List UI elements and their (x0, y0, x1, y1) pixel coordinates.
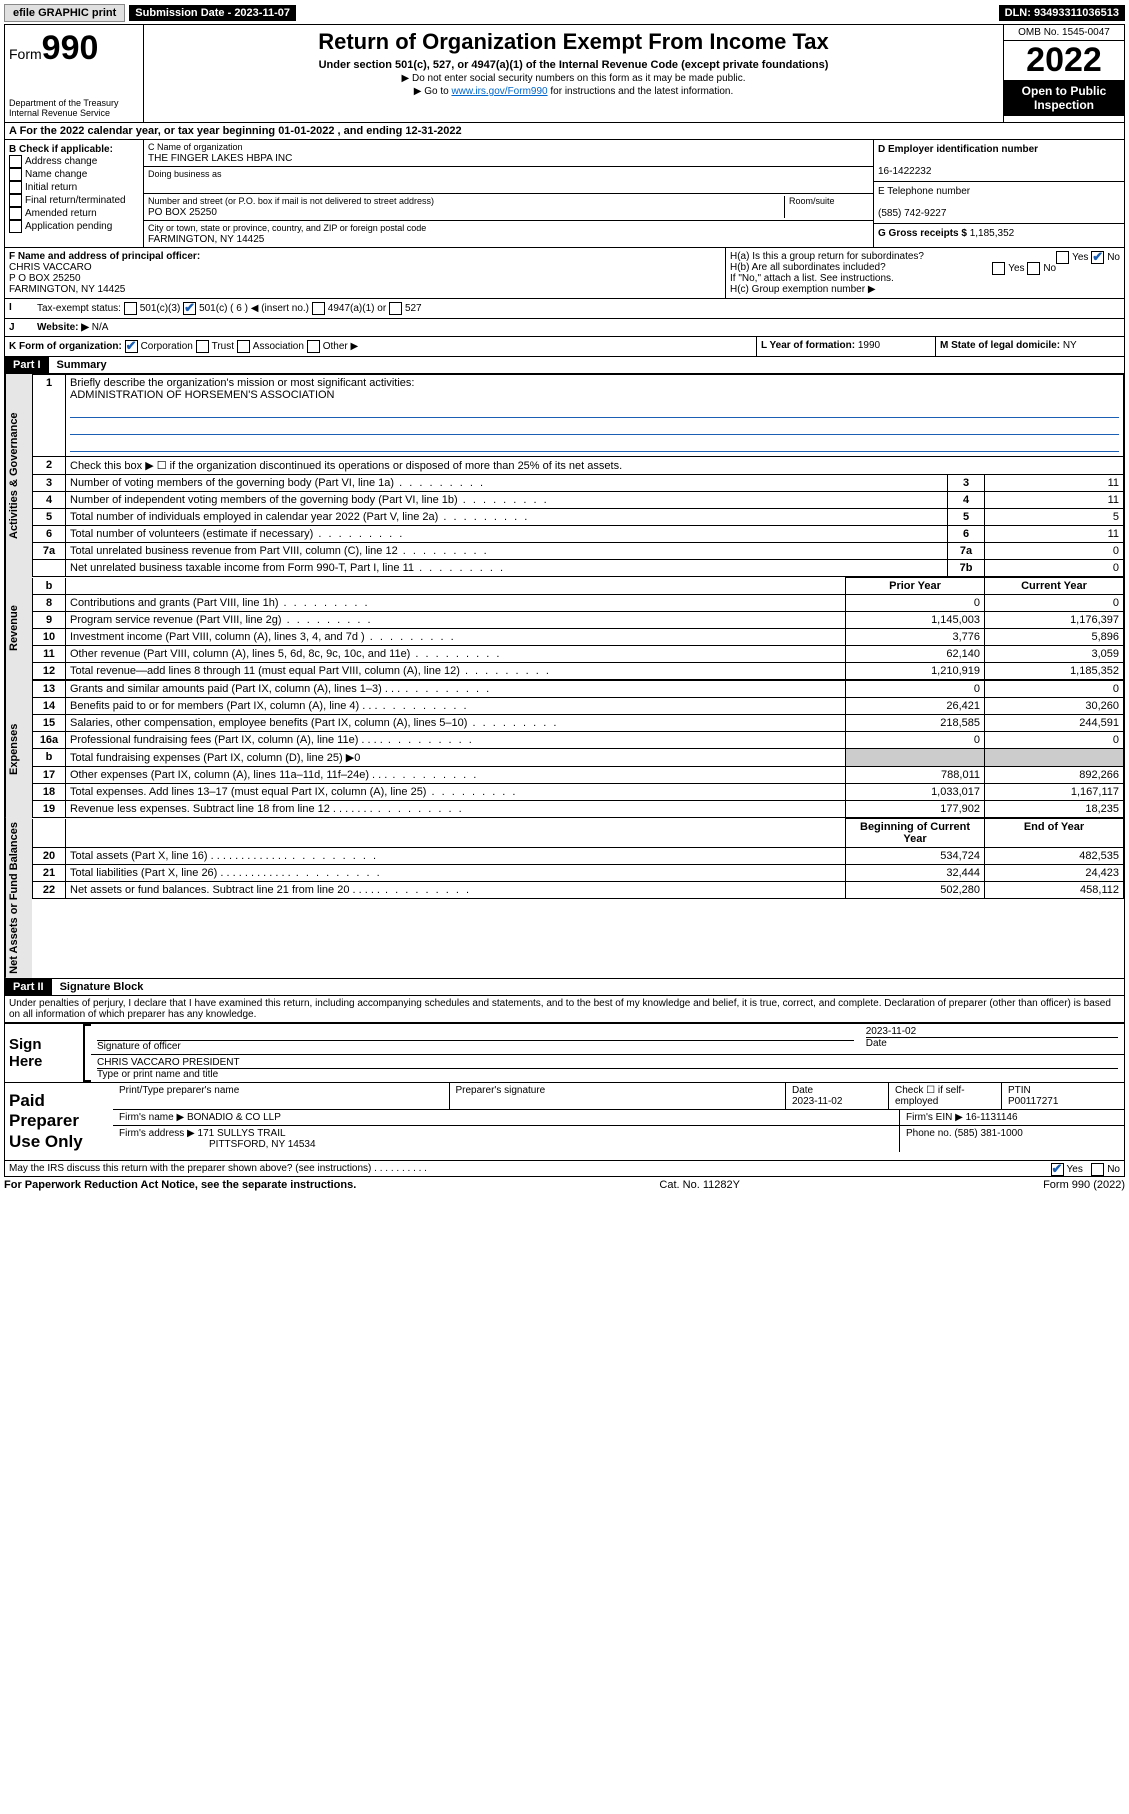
gross-receipts: 1,185,352 (970, 228, 1015, 239)
table-row: 7aTotal unrelated business revenue from … (33, 543, 1124, 560)
table-row: 17Other expenses (Part IX, column (A), l… (33, 767, 1124, 784)
identity-block: B Check if applicable: Address changeNam… (4, 140, 1125, 248)
box-d-e-g: D Employer identification number 16-1422… (873, 140, 1124, 247)
form-subtitle: Under section 501(c), 527, or 4947(a)(1)… (148, 59, 999, 71)
table-row: 10Investment income (Part VIII, column (… (33, 629, 1124, 646)
table-row: Net unrelated business taxable income fr… (33, 560, 1124, 577)
submission-date-label: Submission Date - 2023-11-07 (129, 5, 296, 21)
phone-value: (585) 742-9227 (878, 208, 946, 219)
checkbox-option[interactable]: Final return/terminated (9, 194, 139, 207)
ein-value: 16-1422232 (878, 166, 931, 177)
form-org-option[interactable]: Other ▶ (307, 341, 358, 352)
org-address: PO BOX 25250 (148, 207, 217, 218)
mission-text: ADMINISTRATION OF HORSEMEN'S ASSOCIATION (70, 389, 335, 401)
efile-button[interactable]: efile GRAPHIC print (4, 4, 125, 22)
signature-block: Sign Here Signature of officer 2023-11-0… (4, 1023, 1125, 1083)
paid-preparer-block: Paid Preparer Use Only Print/Type prepar… (4, 1083, 1125, 1161)
page-footer: For Paperwork Reduction Act Notice, see … (4, 1177, 1125, 1193)
discuss-row: May the IRS discuss this return with the… (4, 1161, 1125, 1177)
vert-label-revenue: Revenue (5, 577, 32, 680)
officer-name-title: CHRIS VACCARO PRESIDENT (97, 1057, 240, 1068)
org-city: FARMINGTON, NY 14425 (148, 234, 264, 245)
open-public-badge: Open to Public Inspection (1004, 80, 1124, 116)
table-row: 21Total liabilities (Part X, line 26) . … (33, 865, 1124, 882)
dln-label: DLN: 93493311036513 (999, 5, 1125, 21)
tax-year: 2022 (1004, 41, 1124, 80)
top-toolbar: efile GRAPHIC print Submission Date - 20… (4, 4, 1125, 22)
part1-header: Part I Summary (4, 357, 1125, 374)
table-row: 11Other revenue (Part VIII, column (A), … (33, 646, 1124, 663)
table-row: 8Contributions and grants (Part VIII, li… (33, 595, 1124, 612)
table-row: 20Total assets (Part X, line 16) . . . .… (33, 848, 1124, 865)
website-row: J Website: ▶ N/A (4, 319, 1125, 337)
table-row: 3Number of voting members of the governi… (33, 475, 1124, 492)
penalties-text: Under penalties of perjury, I declare th… (4, 996, 1125, 1023)
form-number: Form990 (9, 29, 139, 68)
table-row: 13Grants and similar amounts paid (Part … (33, 681, 1124, 698)
table-row: 6Total number of volunteers (estimate if… (33, 526, 1124, 543)
table-row: 18Total expenses. Add lines 13–17 (must … (33, 784, 1124, 801)
checkbox-option[interactable]: Address change (9, 155, 139, 168)
box-c: C Name of organization THE FINGER LAKES … (144, 140, 873, 247)
sign-date: 2023-11-02 (866, 1026, 916, 1037)
vert-label-governance: Activities & Governance (5, 374, 32, 577)
ptin-value: P00117271 (1008, 1096, 1058, 1107)
form-header: Form990 Department of the Treasury Inter… (4, 24, 1125, 123)
form-note1: ▶ Do not enter social security numbers o… (148, 73, 999, 84)
table-row: 19Revenue less expenses. Subtract line 1… (33, 801, 1124, 818)
section-expenses: Expenses 13Grants and similar amounts pa… (4, 680, 1125, 818)
vert-label-expenses: Expenses (5, 680, 32, 818)
checkbox-option[interactable]: Name change (9, 168, 139, 181)
form-org-option[interactable]: Association (237, 341, 307, 352)
table-row: bTotal fundraising expenses (Part IX, co… (33, 749, 1124, 767)
form-org-option[interactable]: Trust (196, 341, 237, 352)
tax-year-range: A For the 2022 calendar year, or tax yea… (4, 123, 1125, 140)
table-row: 22Net assets or fund balances. Subtract … (33, 882, 1124, 899)
org-name: THE FINGER LAKES HBPA INC (148, 153, 292, 164)
table-row: 14Benefits paid to or for members (Part … (33, 698, 1124, 715)
form-org-row: K Form of organization: Corporation Trus… (4, 337, 1125, 357)
irs-link[interactable]: www.irs.gov/Form990 (451, 86, 547, 97)
form-note2: ▶ Go to www.irs.gov/Form990 for instruct… (148, 86, 999, 97)
firm-name: BONADIO & CO LLP (187, 1112, 281, 1123)
section-governance: Activities & Governance 1 Briefly descri… (4, 374, 1125, 577)
dept-label: Department of the Treasury Internal Reve… (9, 98, 139, 118)
table-row: 9Program service revenue (Part VIII, lin… (33, 612, 1124, 629)
section-netassets: Net Assets or Fund Balances Beginning of… (4, 818, 1125, 979)
box-b: B Check if applicable: Address changeNam… (5, 140, 144, 247)
section-revenue: Revenue b Prior Year Current Year 8Contr… (4, 577, 1125, 680)
table-row: 15Salaries, other compensation, employee… (33, 715, 1124, 732)
checkbox-option[interactable]: Initial return (9, 181, 139, 194)
table-row: 16aProfessional fundraising fees (Part I… (33, 732, 1124, 749)
table-row: 4Number of independent voting members of… (33, 492, 1124, 509)
tax-exempt-row: I Tax-exempt status: 501(c)(3) 501(c) ( … (4, 299, 1125, 319)
part2-header: Part II Signature Block (4, 979, 1125, 996)
table-row: 12Total revenue—add lines 8 through 11 (… (33, 663, 1124, 680)
vert-label-netassets: Net Assets or Fund Balances (5, 818, 32, 978)
table-row: 5Total number of individuals employed in… (33, 509, 1124, 526)
checkbox-option[interactable]: Amended return (9, 207, 139, 220)
officer-group-block: F Name and address of principal officer:… (4, 248, 1125, 299)
form-title: Return of Organization Exempt From Incom… (148, 29, 999, 55)
officer-name: CHRIS VACCARO (9, 262, 92, 273)
checkbox-option[interactable]: Application pending (9, 220, 139, 233)
omb-number: OMB No. 1545-0047 (1004, 25, 1124, 41)
form-org-option[interactable]: Corporation (125, 341, 196, 352)
